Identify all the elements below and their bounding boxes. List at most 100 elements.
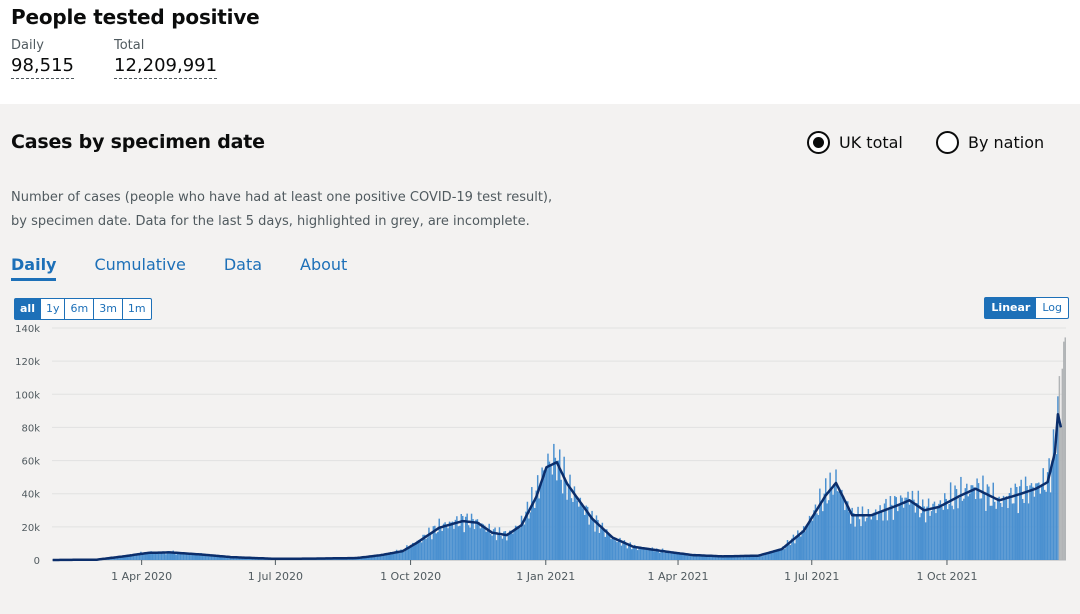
daily-bar bbox=[864, 521, 867, 560]
daily-bar bbox=[369, 556, 371, 560]
daily-bar bbox=[191, 554, 194, 560]
daily-bar bbox=[798, 534, 801, 560]
daily-bar bbox=[748, 555, 751, 560]
daily-bar bbox=[585, 505, 587, 560]
daily-bar bbox=[218, 556, 220, 560]
daily-bar bbox=[162, 551, 164, 560]
daily-bar bbox=[413, 544, 415, 560]
daily-bar bbox=[910, 501, 912, 560]
daily-bar bbox=[795, 537, 798, 560]
daily-bar bbox=[545, 470, 548, 560]
daily-bar bbox=[631, 549, 633, 560]
daily-bar bbox=[376, 555, 379, 560]
range-all-button[interactable]: all bbox=[15, 299, 41, 319]
daily-bar bbox=[691, 555, 693, 560]
daily-bar bbox=[535, 490, 537, 560]
tab-data[interactable]: Data bbox=[223, 255, 263, 274]
daily-bar bbox=[475, 519, 477, 560]
daily-bar bbox=[379, 554, 382, 560]
daily-value[interactable]: 98,515 bbox=[11, 55, 74, 79]
range-6m-button[interactable]: 6m bbox=[65, 299, 95, 319]
daily-bar bbox=[598, 532, 601, 560]
daily-bar bbox=[538, 498, 540, 560]
radio-by-nation[interactable]: By nation bbox=[936, 131, 1044, 154]
daily-bar bbox=[728, 556, 730, 560]
total-value[interactable]: 12,209,991 bbox=[114, 55, 218, 79]
daily-bar bbox=[848, 512, 850, 560]
daily-bar bbox=[531, 487, 533, 560]
daily-bar bbox=[1014, 483, 1017, 560]
daily-bar bbox=[797, 530, 799, 560]
daily-bar bbox=[888, 509, 890, 560]
daily-bar bbox=[245, 557, 248, 560]
daily-bar bbox=[482, 524, 485, 560]
daily-bar bbox=[941, 506, 943, 560]
daily-bar bbox=[920, 513, 922, 560]
daily-bar bbox=[707, 555, 709, 560]
chart-card: Cases by specimen date UK total By natio… bbox=[0, 104, 1080, 614]
tab-daily[interactable]: Daily bbox=[11, 255, 57, 281]
daily-bar bbox=[613, 537, 615, 560]
daily-bar bbox=[835, 469, 837, 560]
daily-bar bbox=[714, 556, 717, 560]
daily-bar bbox=[723, 556, 726, 560]
daily-bar bbox=[869, 516, 871, 560]
daily-bar bbox=[168, 550, 170, 560]
daily-bar bbox=[678, 552, 680, 560]
daily-bar bbox=[124, 555, 126, 560]
daily-bar bbox=[213, 556, 216, 560]
daily-bar bbox=[140, 551, 142, 560]
daily-bar bbox=[1002, 495, 1005, 560]
cases-chart[interactable]: 0 20k 40k 60k 80k 100k 120k 140k 1 Apr 2020 1 Jul… bbox=[0, 322, 1080, 614]
daily-bar bbox=[1023, 502, 1025, 560]
range-1y-button[interactable]: 1y bbox=[41, 299, 66, 319]
daily-bar bbox=[811, 520, 814, 560]
daily-bar bbox=[454, 519, 457, 560]
range-3m-button[interactable]: 3m bbox=[94, 299, 123, 319]
daily-bar bbox=[456, 516, 458, 560]
daily-bar bbox=[730, 555, 733, 560]
scale-log-button[interactable]: Log bbox=[1042, 301, 1062, 314]
daily-bar bbox=[1030, 483, 1033, 560]
tab-about[interactable]: About bbox=[300, 255, 348, 274]
daily-bar bbox=[967, 496, 970, 560]
daily-bar bbox=[1005, 496, 1008, 560]
daily-bar bbox=[898, 505, 900, 560]
daily-bar bbox=[852, 512, 855, 560]
daily-bar bbox=[695, 555, 698, 560]
daily-bar bbox=[367, 555, 370, 560]
daily-bar bbox=[431, 539, 433, 560]
daily-bar bbox=[822, 511, 824, 560]
daily-bar bbox=[902, 507, 905, 560]
daily-bar bbox=[484, 525, 486, 560]
daily-bar bbox=[982, 475, 984, 560]
daily-bar bbox=[570, 498, 573, 560]
daily-bar bbox=[425, 538, 427, 560]
scale-linear-button[interactable]: Linear bbox=[985, 298, 1037, 318]
daily-bar bbox=[426, 537, 429, 560]
daily-bar bbox=[1057, 396, 1059, 560]
daily-bar bbox=[366, 557, 368, 560]
daily-bar bbox=[942, 509, 945, 560]
daily-bar bbox=[175, 554, 177, 560]
daily-bar bbox=[410, 544, 413, 560]
daily-bar bbox=[401, 549, 404, 560]
daily-bar bbox=[708, 556, 711, 560]
daily-bar bbox=[513, 529, 515, 560]
tab-cumulative[interactable]: Cumulative bbox=[94, 255, 186, 274]
daily-bar bbox=[126, 555, 129, 560]
daily-bar bbox=[226, 556, 229, 560]
daily-bar bbox=[607, 533, 609, 560]
range-1m-button[interactable]: 1m bbox=[127, 302, 146, 315]
daily-bar bbox=[442, 523, 445, 560]
daily-bar bbox=[775, 550, 777, 560]
daily-bar bbox=[854, 526, 856, 560]
radio-uk-total[interactable]: UK total bbox=[807, 131, 903, 154]
daily-bar bbox=[382, 554, 385, 560]
daily-bar bbox=[880, 510, 883, 560]
daily-bar bbox=[963, 498, 965, 560]
daily-bar bbox=[391, 552, 393, 560]
daily-bar bbox=[960, 476, 962, 560]
daily-bar bbox=[847, 501, 849, 560]
daily-bar bbox=[616, 542, 618, 560]
